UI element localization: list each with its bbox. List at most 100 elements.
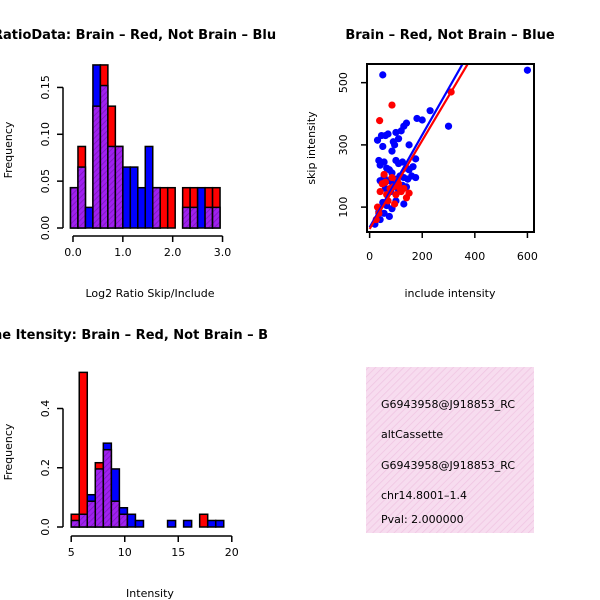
- y-tick-label: 0.05: [39, 169, 52, 194]
- y-tick-label: 100: [337, 197, 350, 218]
- hist-bar-not-brain: [126, 513, 137, 528]
- scatter-point-not-brain: [398, 158, 407, 166]
- scatter-point-not-brain: [409, 163, 417, 171]
- hist-bar-overlap: [151, 186, 161, 229]
- scatter-axes: 0 200 400 600 100 300 500: [337, 72, 538, 263]
- x-tick-label: 200: [412, 250, 433, 263]
- scatter-point-not-brain: [379, 71, 387, 79]
- hist-bar-not-brain: [144, 145, 154, 229]
- x-tick-label: 15: [171, 546, 185, 559]
- intensity-histogram-panel: ne Itensity: Brain – Red, Not Brain – B …: [0, 328, 268, 600]
- hist-bar-overlap: [204, 206, 214, 229]
- x-tick-label: 10: [118, 546, 132, 559]
- x-tick-label: 2.0: [164, 246, 182, 259]
- scatter-point-not-brain: [394, 135, 403, 143]
- y-tick-label: 0.00: [39, 216, 52, 241]
- scatter-point-not-brain: [412, 173, 420, 182]
- scatter-point-brain: [400, 184, 408, 193]
- hist-bar-overlap: [189, 206, 199, 229]
- x-tick-label: 3.0: [214, 246, 232, 259]
- hist-bar-overlap: [99, 84, 109, 229]
- ratio-histogram-panel: RatioData: Brain – Red, Not Brain – Blu …: [0, 28, 276, 300]
- y-tick-label: 0.10: [39, 122, 52, 147]
- y-tick-label: 500: [337, 72, 350, 93]
- hist-bar-not-brain: [84, 206, 94, 229]
- hist-bar-overlap: [86, 500, 97, 528]
- hist-bar-brain: [78, 371, 89, 528]
- intensity-histogram-xlabel: Intensity: [126, 587, 174, 600]
- ratio-histogram-ylabel: Frequency: [2, 121, 15, 178]
- scatter-point-not-brain: [400, 200, 408, 208]
- intensity-histogram-axes: 5 10 15 20 0.0 0.2 0.4: [39, 400, 239, 559]
- hist-bar-not-brain: [182, 519, 193, 528]
- fit-line-brain: [368, 64, 469, 230]
- x-tick-label: 5: [68, 546, 75, 559]
- ratio-histogram-xlabel: Log2 Ratio Skip/Include: [85, 287, 214, 300]
- info-event-type: altCassette: [381, 428, 443, 441]
- x-tick-label: 0: [366, 250, 373, 263]
- hist-bar-not-brain: [166, 519, 177, 528]
- y-tick-label: 0.0: [39, 518, 52, 536]
- scatter-point-brain: [376, 117, 384, 125]
- scatter-plot-box: [366, 63, 535, 233]
- hist-bar-overlap: [102, 448, 113, 528]
- hist-bar-overlap: [181, 206, 191, 229]
- intensity-histogram-ylabel: Frequency: [2, 423, 15, 480]
- scatter-point-brain: [388, 101, 396, 109]
- hist-bar-overlap: [78, 513, 89, 528]
- scatter-panel: Brain – Red, Not Brain – Blue 0 200 400 600…: [305, 28, 555, 300]
- y-tick-label: 300: [337, 134, 350, 155]
- scatter-point-brain: [376, 187, 384, 196]
- scatter-point-not-brain: [380, 209, 388, 217]
- ratio-histogram-axes: 0.0 1.0 2.0 3.0 0.00 0.05 0.10 0.15: [39, 75, 231, 259]
- scatter-point-not-brain: [391, 141, 399, 149]
- hist-bar-brain: [159, 186, 169, 229]
- info-location: chr14.8001–1.4: [381, 489, 467, 502]
- hist-bar-overlap: [92, 105, 102, 229]
- y-tick-label: 0.15: [39, 75, 52, 100]
- scatter-point-not-brain: [523, 66, 532, 74]
- x-tick-label: 600: [517, 250, 538, 263]
- scatter-point-brain: [381, 178, 390, 186]
- hist-bar-not-brain: [129, 166, 139, 229]
- ratio-histogram-bars: [69, 64, 221, 229]
- hist-bar-overlap: [114, 145, 124, 229]
- ratio-histogram-title: RatioData: Brain – Red, Not Brain – Blu: [0, 28, 276, 43]
- scatter-point-brain: [380, 170, 388, 179]
- scatter-point-not-brain: [412, 155, 420, 163]
- hist-bar-not-brain: [137, 186, 147, 229]
- x-tick-label: 20: [225, 546, 239, 559]
- scatter-point-not-brain: [413, 114, 421, 123]
- scatter-point-brain: [405, 189, 413, 197]
- scatter-points: [368, 64, 532, 230]
- scatter-point-not-brain: [426, 107, 434, 115]
- hist-bar-not-brain: [134, 519, 145, 528]
- scatter-point-not-brain: [388, 147, 396, 155]
- info-panel-background: [366, 367, 534, 533]
- scatter-point-not-brain: [402, 119, 411, 127]
- fit-line-not-brain: [368, 64, 464, 228]
- hist-bar-overlap: [77, 166, 87, 229]
- intensity-histogram-bars: [70, 371, 225, 528]
- hist-bar-not-brain: [214, 519, 225, 528]
- x-tick-label: 0.0: [64, 246, 82, 259]
- info-probe-id-2: G6943958@J918853_RC: [381, 459, 515, 472]
- scatter-point-not-brain: [380, 158, 388, 166]
- hist-bar-not-brain: [122, 166, 132, 229]
- info-pval: Pval: 2.000000: [381, 513, 464, 526]
- intensity-histogram-title: ne Itensity: Brain – Red, Not Brain – B: [0, 328, 268, 343]
- x-tick-label: 400: [464, 250, 485, 263]
- hist-bar-overlap: [94, 468, 105, 528]
- y-tick-label: 0.2: [39, 459, 52, 477]
- y-tick-label: 0.4: [39, 400, 52, 418]
- scatter-point-not-brain: [385, 212, 393, 221]
- hist-bar-overlap: [107, 145, 117, 229]
- scatter-xlabel: include intensity: [404, 287, 496, 300]
- hist-bar-brain: [166, 186, 176, 229]
- info-probe-id: G6943958@J918853_RC: [381, 398, 515, 411]
- hist-bar-brain: [198, 513, 209, 528]
- info-panel: G6943958@J918853_RC altCassette G6943958…: [366, 367, 534, 533]
- x-tick-label: 1.0: [114, 246, 132, 259]
- scatter-point-not-brain: [405, 141, 413, 149]
